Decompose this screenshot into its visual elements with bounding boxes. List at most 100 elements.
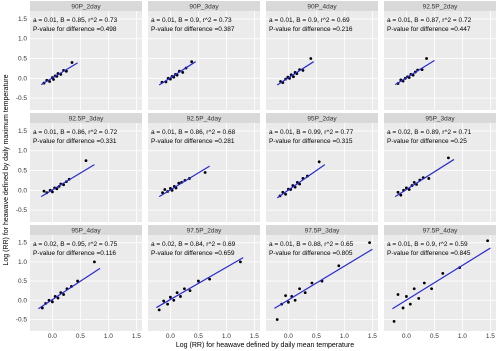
- annotation: P-value for difference =0.659: [151, 250, 235, 257]
- x-tick-label: 0.0: [284, 333, 293, 340]
- panel-background: [384, 123, 496, 222]
- point: [425, 57, 428, 60]
- strip: [30, 1, 142, 11]
- point: [239, 260, 242, 264]
- annotation: a = 0.01, B = 0.86, r^2 = 0.72: [33, 129, 118, 136]
- panel-title: 90P_4day: [307, 4, 337, 11]
- annotation: P-value for difference =0.315: [269, 138, 353, 145]
- panel-background: [266, 123, 378, 222]
- fit-line: [394, 158, 455, 198]
- point: [190, 60, 194, 64]
- x-tick-label: 0.5: [312, 333, 321, 340]
- point: [392, 320, 396, 323]
- point: [84, 159, 88, 163]
- y-tick-label: -0.5: [16, 207, 28, 214]
- fit-line: [392, 247, 491, 310]
- point: [62, 293, 65, 296]
- annotation: P-value for difference =0.447: [387, 26, 471, 33]
- annotation: P-value for difference =0.387: [151, 26, 235, 33]
- strip: [148, 1, 260, 11]
- panel-background: [148, 11, 260, 110]
- point: [405, 295, 408, 298]
- y-tick-label: 0.0: [18, 297, 27, 304]
- point: [166, 302, 170, 306]
- x-tick-label: 1.0: [222, 333, 231, 340]
- point: [396, 190, 400, 194]
- panel-background: [266, 11, 378, 110]
- annotation: a = 0.01, B = 0.9, r^2 = 0.59: [387, 241, 468, 248]
- strip: [384, 1, 496, 11]
- x-tick-label: 1.5: [250, 333, 259, 340]
- fit-line: [156, 257, 244, 309]
- panel-title: 92.5P_3day: [69, 116, 104, 123]
- y-tick-label: 1.5: [18, 240, 27, 247]
- annotation: P-value for difference =0.498: [33, 26, 117, 33]
- x-tick-label: 1.5: [486, 333, 495, 340]
- point: [399, 193, 403, 197]
- annotation: a = 0.01, B = 0.88, r^2 = 0.65: [269, 241, 354, 248]
- point: [52, 78, 55, 81]
- point: [337, 264, 341, 268]
- x-tick-label: 0.0: [48, 333, 57, 340]
- point: [486, 239, 489, 243]
- point: [422, 281, 426, 285]
- y-tick-label: -0.5: [16, 95, 28, 102]
- x-tick-label: 0.0: [166, 333, 175, 340]
- strip: [266, 113, 378, 123]
- x-tick-label: 1.5: [132, 333, 141, 340]
- point: [303, 291, 307, 294]
- y-tick-label: 1.0: [18, 259, 27, 266]
- point: [417, 296, 421, 300]
- y-tick-label: 0.5: [18, 278, 27, 285]
- point: [169, 295, 172, 299]
- x-tick-label: 1.0: [340, 333, 349, 340]
- point: [412, 287, 416, 291]
- fit-line: [158, 165, 210, 198]
- strip: [148, 225, 260, 235]
- y-tick-label: 0.0: [18, 187, 27, 194]
- point: [42, 189, 46, 193]
- panel-title: 90P_3day: [189, 4, 219, 11]
- fit-line: [394, 59, 435, 86]
- point: [396, 293, 400, 296]
- point: [161, 191, 164, 195]
- y-tick-label: 1.0: [18, 36, 27, 43]
- point: [175, 291, 179, 294]
- fit-line: [274, 248, 373, 309]
- point: [292, 75, 295, 79]
- fit-line: [40, 62, 78, 86]
- panel-background: [30, 11, 142, 110]
- point: [309, 57, 313, 60]
- annotation: a = 0.01, B = 0.87, r^2 = 0.72: [387, 17, 472, 24]
- point: [412, 181, 416, 184]
- y-tick-label: 1.0: [18, 148, 27, 155]
- point: [208, 277, 212, 281]
- annotation: P-value for difference =0.116: [33, 250, 116, 257]
- strip: [266, 1, 378, 11]
- panel-background: [148, 235, 260, 331]
- point: [401, 306, 405, 310]
- point: [179, 295, 182, 298]
- point: [76, 279, 79, 283]
- x-tick-label: 0.5: [76, 333, 85, 340]
- point: [188, 289, 192, 293]
- x-tick-label: 0.0: [402, 333, 411, 340]
- y-tick-label: 0.0: [18, 75, 27, 82]
- strip: [266, 225, 378, 235]
- fit-line: [276, 164, 326, 199]
- annotation: P-value for difference =0.845: [387, 250, 471, 257]
- fit-line: [38, 267, 101, 310]
- annotation: a = 0.01, B = 0.99, r^2 = 0.77: [269, 129, 354, 136]
- point: [284, 192, 287, 196]
- panel-title: 92.5P_2day: [423, 4, 458, 11]
- panel-title: 95P_2day: [307, 116, 337, 123]
- point: [162, 299, 166, 303]
- strip: [148, 113, 260, 123]
- point: [284, 294, 287, 298]
- point: [441, 272, 445, 275]
- point: [293, 298, 297, 302]
- point: [183, 287, 186, 291]
- panel-title: 97.5P_2day: [187, 228, 222, 235]
- panel-background: [384, 235, 496, 331]
- x-tick-label: 1.0: [458, 333, 467, 340]
